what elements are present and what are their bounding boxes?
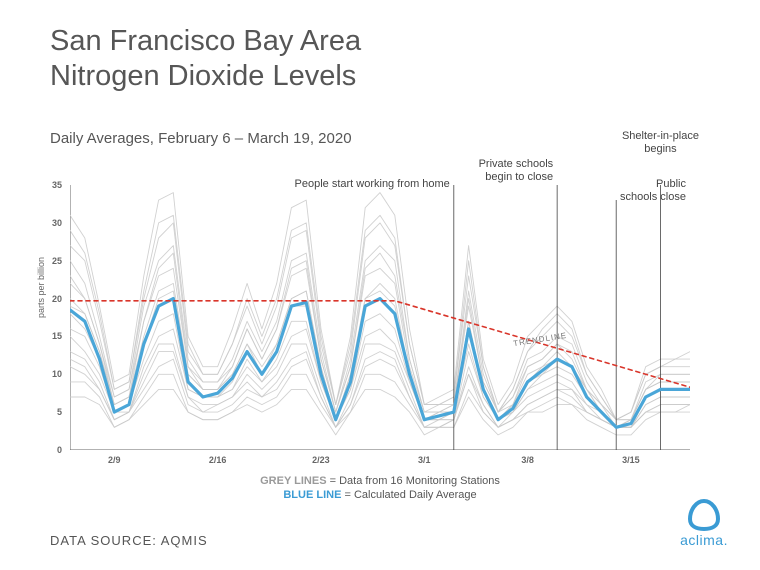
event-label: Private schoolsbegin to close — [479, 158, 554, 184]
y-tick: 25 — [38, 256, 62, 266]
x-tick: 3/8 — [521, 455, 534, 465]
x-tick: 3/15 — [622, 455, 640, 465]
logo-text: aclima. — [680, 532, 728, 548]
x-tick: 2/16 — [209, 455, 227, 465]
average-line — [70, 299, 690, 428]
station-line — [70, 344, 690, 427]
x-tick: 2/9 — [108, 455, 121, 465]
station-line — [70, 193, 690, 420]
x-tick: 2/23 — [312, 455, 330, 465]
logo: aclima. — [680, 498, 728, 548]
legend-grey-label: GREY LINES — [260, 475, 326, 487]
y-tick: 20 — [38, 294, 62, 304]
y-axis-label: parts per billion — [36, 257, 46, 318]
y-tick: 5 — [38, 407, 62, 417]
chart — [70, 185, 690, 450]
station-line — [70, 246, 690, 420]
page-title: San Francisco Bay AreaNitrogen Dioxide L… — [50, 24, 361, 94]
x-tick: 3/1 — [418, 455, 431, 465]
page-root: San Francisco Bay AreaNitrogen Dioxide L… — [0, 0, 760, 570]
y-tick: 35 — [38, 180, 62, 190]
y-tick: 30 — [38, 218, 62, 228]
station-line — [70, 253, 690, 427]
data-source: DATA SOURCE: AQMIS — [50, 533, 208, 548]
title-text: San Francisco Bay AreaNitrogen Dioxide L… — [50, 25, 361, 92]
y-tick: 10 — [38, 369, 62, 379]
station-line — [70, 389, 690, 435]
y-tick: 0 — [38, 445, 62, 455]
legend-blue-label: BLUE LINE — [283, 489, 341, 501]
event-label: Shelter-in-placebegins — [622, 130, 699, 156]
legend-blue-desc: = Calculated Daily Average — [341, 489, 476, 501]
legend-line-2: BLUE LINE = Calculated Daily Average — [0, 489, 760, 501]
legend-grey-desc: = Data from 16 Monitoring Stations — [327, 475, 500, 487]
y-tick: 15 — [38, 331, 62, 341]
legend-line-1: GREY LINES = Data from 16 Monitoring Sta… — [0, 475, 760, 487]
logo-icon — [685, 498, 723, 532]
subtitle: Daily Averages, February 6 – March 19, 2… — [50, 130, 352, 147]
